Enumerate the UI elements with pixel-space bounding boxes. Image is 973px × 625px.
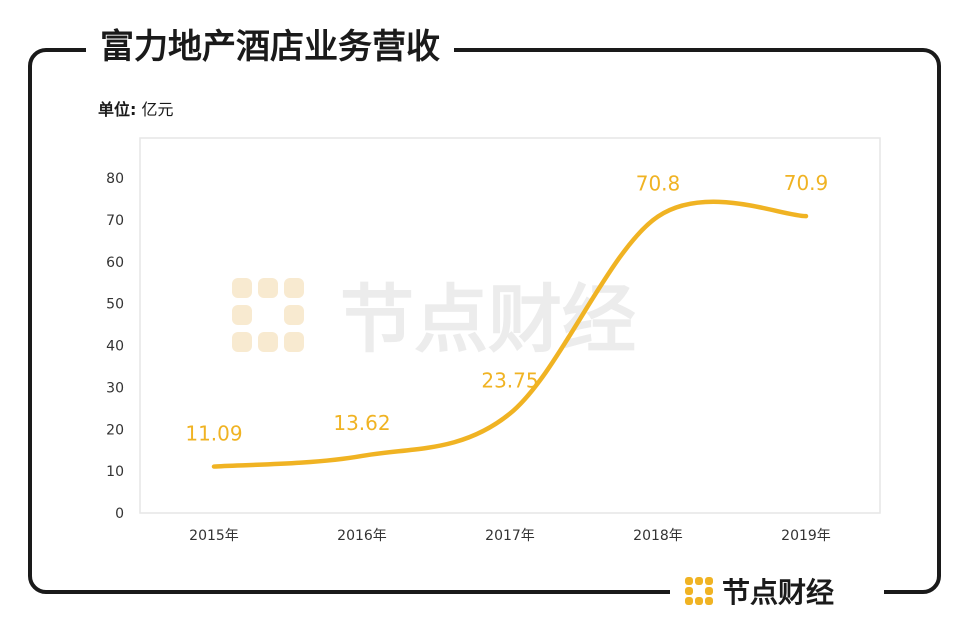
plot-area — [139, 137, 881, 514]
brand-name: 节点财经 — [722, 576, 835, 609]
data-label: 11.09 — [185, 422, 242, 446]
brand-logo-icon — [685, 577, 713, 605]
brand-badge: 节点财经 — [670, 570, 884, 612]
data-label: 23.75 — [481, 369, 538, 393]
data-label: 70.8 — [636, 172, 681, 196]
y-tick-label: 80 — [106, 171, 124, 187]
y-tick-label: 30 — [106, 380, 124, 396]
x-tick-label: 2016年 — [337, 528, 387, 544]
data-label: 70.9 — [784, 171, 829, 195]
x-tick-label: 2017年 — [485, 528, 535, 544]
chart-title: 富力地产酒店业务营收 — [86, 22, 454, 72]
watermark-logo-icon — [232, 278, 304, 352]
y-tick-label: 50 — [106, 297, 124, 313]
unit-note: 单位: 亿元 — [98, 96, 174, 120]
y-tick-label: 40 — [106, 339, 124, 355]
x-axis: 2015年 2016年 2017年 2018年 2019年 — [189, 528, 831, 544]
unit-value: 亿元 — [141, 100, 174, 119]
data-label: 13.62 — [333, 411, 390, 435]
y-tick-label: 20 — [106, 422, 124, 438]
watermark: 节点财经 — [232, 277, 636, 363]
y-tick-label: 10 — [106, 464, 124, 480]
y-tick-label: 70 — [106, 213, 124, 229]
series-line — [211, 199, 809, 469]
x-tick-label: 2018年 — [633, 528, 683, 544]
x-tick-label: 2019年 — [781, 528, 831, 544]
y-tick-label: 0 — [115, 506, 124, 522]
y-axis: 0 10 20 30 40 50 60 70 80 — [106, 171, 124, 522]
x-tick-label: 2015年 — [189, 528, 239, 544]
data-labels: 11.09 13.62 23.75 70.8 70.9 — [185, 171, 828, 445]
chart-frame — [28, 48, 941, 594]
unit-label: 单位: — [98, 100, 137, 119]
y-tick-label: 60 — [106, 255, 124, 271]
watermark-text: 节点财经 — [340, 277, 636, 363]
